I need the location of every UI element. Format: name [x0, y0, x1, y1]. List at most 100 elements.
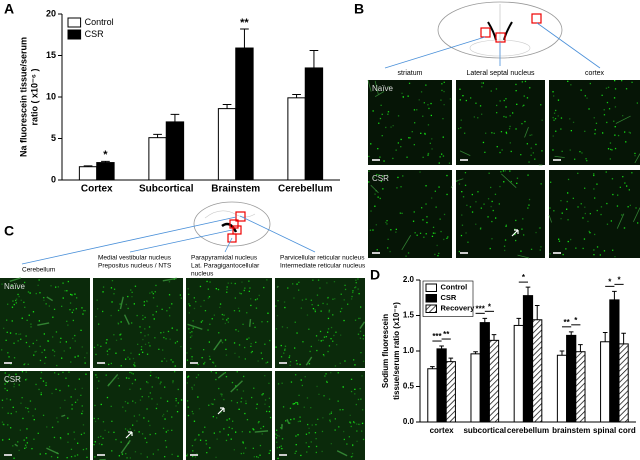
micrograph-speck — [280, 445, 282, 447]
micrograph-speck — [385, 126, 387, 129]
micrograph-speck — [210, 403, 213, 405]
micrograph-speck — [603, 250, 606, 252]
micrograph-speck — [441, 153, 443, 155]
micrograph-speck — [431, 138, 433, 140]
micrograph-speck — [336, 344, 338, 346]
micrograph-speck — [307, 423, 309, 426]
micrograph-speck — [328, 398, 331, 400]
micrograph-speck — [33, 419, 35, 421]
micrograph-speck — [30, 323, 32, 325]
micrograph-speck — [327, 317, 330, 320]
micrograph-speck — [67, 441, 69, 443]
micrograph-fiber — [615, 115, 631, 124]
micrograph-speck — [582, 247, 584, 250]
micrograph-speck — [204, 426, 206, 428]
micrograph-speck — [400, 146, 402, 148]
micrograph-speck — [25, 446, 27, 448]
micrograph-speck — [569, 118, 571, 120]
micrograph-speck — [342, 386, 344, 388]
legend-swatch — [425, 294, 437, 303]
error-bar — [101, 160, 110, 163]
y-tick-label: 2.0 — [403, 275, 415, 284]
micrograph-speck — [357, 333, 360, 335]
micrograph-speck — [400, 186, 402, 188]
micrograph-speck — [9, 399, 12, 401]
bar — [235, 47, 254, 181]
micrograph-speck — [69, 302, 72, 304]
micrograph-speck — [512, 112, 514, 114]
micrograph-speck — [560, 218, 562, 220]
micrograph-speck — [257, 422, 259, 424]
micrograph-speck — [242, 441, 244, 443]
micrograph-speck — [39, 359, 42, 362]
micrograph-speck — [397, 142, 399, 144]
micrograph-speck — [572, 197, 574, 199]
micrograph-speck — [330, 411, 333, 413]
micrograph-speck — [133, 364, 135, 366]
micrograph-speck — [355, 286, 357, 288]
micrograph-speck — [584, 95, 586, 97]
micrograph-speck — [124, 401, 127, 403]
micrograph-speck — [335, 331, 337, 333]
micrograph-speck — [253, 387, 255, 389]
bar — [609, 299, 620, 423]
micrograph-speck — [631, 81, 633, 83]
micrograph-speck — [188, 328, 190, 330]
micrograph-speck — [310, 299, 312, 301]
micrograph-speck — [151, 386, 153, 388]
micrograph-speck — [289, 361, 292, 363]
micrograph-speck — [220, 411, 222, 414]
micrograph-speck — [25, 379, 27, 381]
micrograph-speck — [45, 382, 47, 384]
micrograph-speck — [515, 83, 517, 86]
micrograph-speck — [361, 430, 363, 432]
micrograph-speck — [98, 443, 101, 445]
micrograph-speck — [94, 404, 96, 407]
micrograph-speck — [503, 181, 505, 183]
micrograph-speck — [329, 419, 331, 421]
micrograph-speck — [586, 97, 588, 99]
micrograph-background — [549, 80, 640, 165]
micrograph-speck — [209, 281, 211, 283]
micrograph-speck — [191, 410, 193, 413]
micrograph-speck — [334, 365, 337, 367]
micrograph-speck — [380, 180, 382, 183]
micrograph-speck — [409, 137, 411, 139]
micrograph-speck — [236, 402, 238, 404]
micrograph-speck — [314, 310, 316, 313]
micrograph-speck — [334, 418, 336, 420]
micrograph-speck — [143, 301, 145, 303]
micrograph-speck — [292, 403, 294, 405]
bar — [600, 341, 611, 423]
micrograph-speck — [482, 141, 485, 144]
micrograph-speck — [287, 287, 289, 289]
micrograph-speck — [128, 437, 130, 439]
micrograph-speck — [523, 104, 525, 106]
micrograph-speck — [111, 301, 113, 303]
micrograph-speck — [617, 134, 620, 137]
micrograph-speck — [412, 220, 415, 222]
micrograph-speck — [584, 130, 586, 132]
micrograph-speck — [448, 162, 451, 164]
micrograph-speck — [475, 223, 477, 225]
micrograph-speck — [392, 157, 394, 160]
micrograph-speck — [580, 89, 582, 91]
micrograph-speck — [213, 314, 215, 316]
micrograph-speck — [295, 450, 297, 452]
micrograph-speck — [299, 420, 301, 422]
micrograph-speck — [246, 312, 248, 314]
micrograph-speck — [321, 450, 323, 453]
micrograph-speck — [138, 353, 140, 356]
micrograph-speck — [316, 294, 319, 296]
micrograph-speck — [504, 249, 506, 252]
micrograph-speck — [43, 299, 45, 301]
micrograph-speck — [238, 408, 240, 410]
micrograph-speck — [387, 238, 389, 240]
micrograph-speck — [614, 134, 616, 136]
micrograph-speck — [333, 334, 335, 337]
micrograph-speck — [421, 207, 423, 209]
micrograph-speck — [352, 444, 354, 447]
micrograph-speck — [607, 86, 610, 88]
micrograph-speck — [77, 442, 79, 444]
micrograph-speck — [248, 337, 250, 339]
